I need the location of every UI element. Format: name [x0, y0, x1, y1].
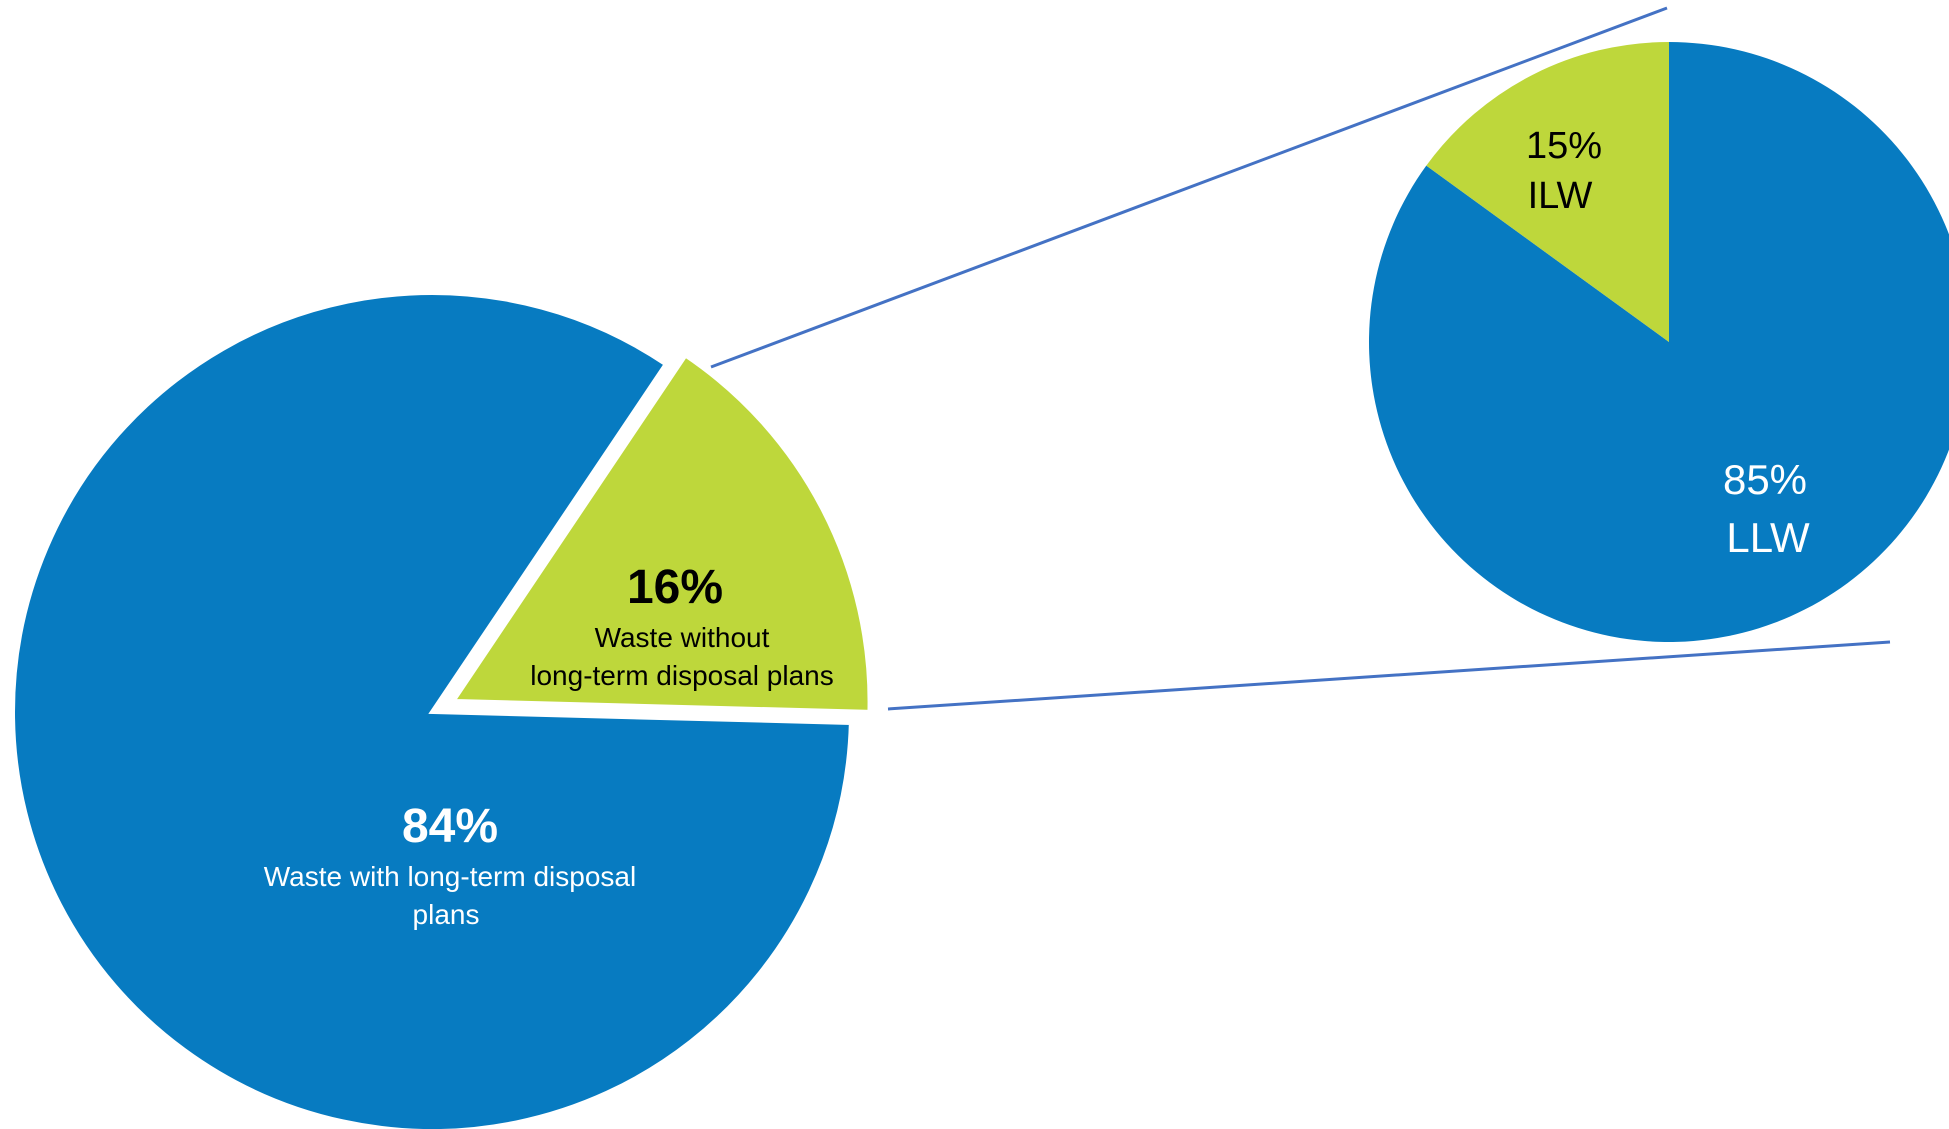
main-pie-slice-without-plans: [446, 349, 874, 716]
main-pie: [11, 291, 874, 1129]
connector-line-top: [710, 6, 1668, 369]
main-pie-slice-with-plans: [11, 291, 853, 1129]
secondary-pie: [1369, 42, 1949, 642]
main-pie-label-with-plans-percent: 84%: [402, 800, 498, 853]
main-pie-label-with-plans-text-line2: plans: [413, 899, 480, 930]
secondary-pie-label-llw-name: LLW: [1726, 514, 1810, 561]
main-pie-label-with-plans-text-line1: Waste with long-term disposal: [264, 861, 636, 892]
main-pie-label-without-plans-percent: 16%: [627, 561, 723, 614]
secondary-pie-label-llw-percent: 85%: [1723, 456, 1807, 503]
secondary-pie-label-ilw-percent: 15%: [1526, 125, 1602, 167]
main-pie-label-without-plans-text-line1: Waste without: [595, 622, 770, 653]
main-pie-label-without-plans-text-line2: long-term disposal plans: [530, 660, 834, 691]
secondary-pie-label-ilw-name: ILW: [1528, 175, 1593, 217]
secondary-pie-slice-llw: [1369, 42, 1949, 642]
secondary-pie-slice-ilw: [1426, 42, 1669, 342]
connector-line-bottom: [887, 640, 1891, 711]
